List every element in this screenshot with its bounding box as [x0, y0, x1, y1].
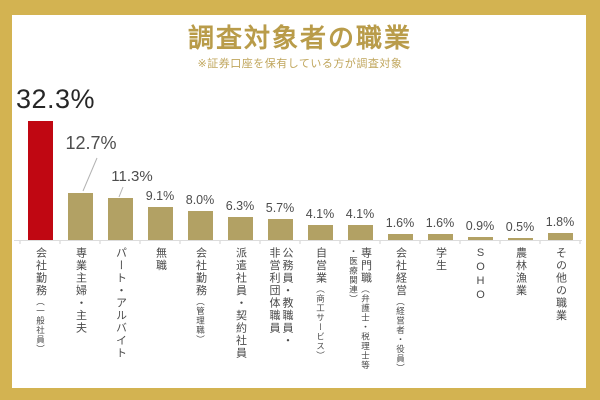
- bar-value-label: 0.5%: [505, 220, 535, 235]
- category-label-text: SOHO: [474, 247, 487, 303]
- category-label-text: 農林漁業: [514, 247, 527, 297]
- bar-value-label: 9.1%: [145, 188, 175, 203]
- bar-value-label: 0.9%: [465, 218, 495, 233]
- bar-9: [387, 234, 413, 240]
- category-label: 会社勤務（一般社員）: [20, 247, 60, 385]
- category-label-text: 無職: [154, 247, 167, 272]
- bar-value-label: 12.7%: [65, 133, 117, 153]
- category-label: SOHO: [460, 247, 500, 385]
- bar-value-label: 8.0%: [185, 192, 215, 207]
- bar-3: [147, 206, 173, 240]
- category-label-text: 会社勤務（一般社員）: [34, 247, 47, 354]
- bar-0: [27, 121, 53, 240]
- category-label: その他の職業: [540, 247, 580, 385]
- bar-6: [267, 219, 293, 240]
- category-label: 学生: [420, 247, 460, 385]
- category-label-text: 会社勤務（管理職）: [194, 247, 207, 345]
- bar-value-label: 4.1%: [345, 206, 375, 221]
- category-label: 専業主婦・主夫: [60, 247, 100, 385]
- bar-2: [107, 198, 133, 240]
- chart-title: 調査対象者の職業: [187, 23, 412, 53]
- bar-7: [307, 224, 333, 240]
- bar-value-label: 1.6%: [425, 216, 455, 231]
- category-label-text: 学生: [434, 247, 447, 272]
- category-label-text: 公務員・教職員・ 非営利団体職員: [268, 247, 293, 347]
- bar-value-label: 5.7%: [265, 201, 295, 216]
- category-label: 無職: [140, 247, 180, 385]
- bar-value-label: 1.8%: [545, 215, 575, 230]
- bar-1: [67, 193, 93, 240]
- category-label-text: その他の職業: [554, 247, 567, 322]
- bar-value-label: 1.6%: [385, 216, 415, 231]
- chart-subtitle: ※証券口座を保有している方が調査対象: [197, 58, 403, 70]
- category-label: 専門職（弁護士・税理士等 ・医療関連）: [340, 247, 380, 385]
- category-label: 農林漁業: [500, 247, 540, 385]
- bar-8: [347, 224, 373, 240]
- bar-12: [507, 238, 533, 240]
- category-label: 会社経営（経営者・役員）: [380, 247, 420, 385]
- category-label: 派遣社員・契約社員: [220, 247, 260, 385]
- bar-value-label: 4.1%: [305, 206, 335, 221]
- category-label-text: 自営業（商工サービス）: [314, 247, 327, 361]
- bar-4: [187, 210, 213, 240]
- category-label-text: 会社経営（経営者・役員）: [394, 247, 407, 373]
- bar-10: [427, 234, 453, 240]
- category-label: 公務員・教職員・ 非営利団体職員: [260, 247, 300, 385]
- category-label: パート・アルバイト: [100, 247, 140, 385]
- category-label-text: 派遣社員・契約社員: [234, 247, 247, 360]
- bar-13: [547, 233, 573, 240]
- bar-11: [467, 236, 493, 240]
- bar-value-label: 32.3%: [16, 84, 96, 114]
- bar-value-label: 11.3%: [111, 168, 153, 185]
- category-label: 会社勤務（管理職）: [180, 247, 220, 385]
- bar-value-label: 6.3%: [225, 198, 255, 213]
- category-label-text: 専業主婦・主夫: [74, 247, 87, 335]
- category-label-text: 専門職（弁護士・税理士等 ・医療関連）: [348, 247, 372, 370]
- category-label: 自営業（商工サービス）: [300, 247, 340, 385]
- category-label-text: パート・アルバイト: [114, 247, 127, 360]
- bar-5: [227, 216, 253, 240]
